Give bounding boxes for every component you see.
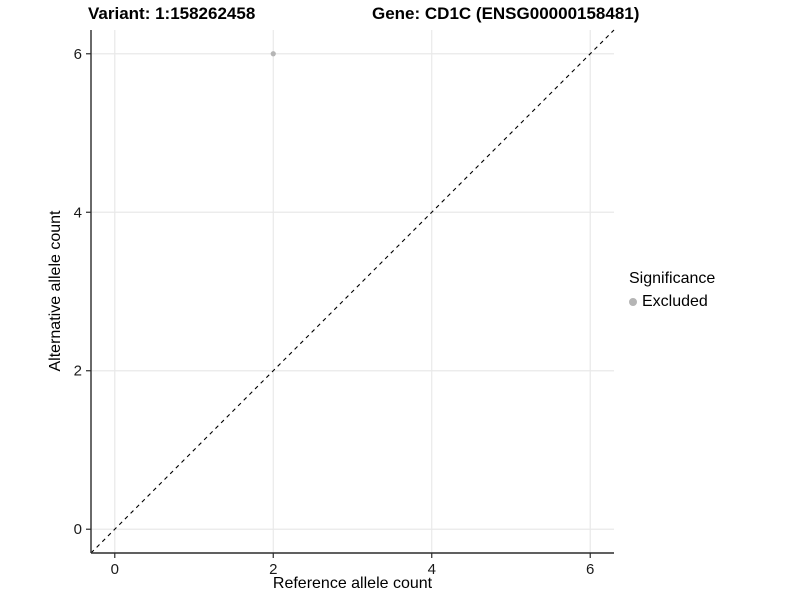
- y-tick-label: 2: [74, 363, 82, 380]
- x-tick-label: 2: [269, 561, 277, 578]
- y-axis-title: Alternative allele count: [47, 210, 64, 372]
- legend-item: Excluded: [629, 293, 715, 311]
- x-axis-title: Reference allele count: [272, 575, 433, 592]
- gene-title: Gene: CD1C (ENSG00000158481): [372, 4, 640, 23]
- y-tick-label: 0: [74, 521, 82, 538]
- legend-point-icon: [629, 298, 637, 306]
- y-tick-label: 4: [74, 204, 82, 221]
- x-tick-label: 0: [111, 561, 119, 578]
- variant-title: Variant: 1:158262458: [88, 4, 256, 23]
- x-tick-label: 6: [586, 561, 594, 578]
- y-tick-label: 6: [74, 46, 82, 63]
- data-point: [270, 51, 276, 57]
- identity-line: [90, 29, 615, 554]
- x-tick-label: 4: [428, 561, 436, 578]
- legend-item-label: Excluded: [642, 293, 708, 310]
- legend-title: Significance: [629, 270, 716, 287]
- legend: Significance Excluded: [629, 270, 715, 311]
